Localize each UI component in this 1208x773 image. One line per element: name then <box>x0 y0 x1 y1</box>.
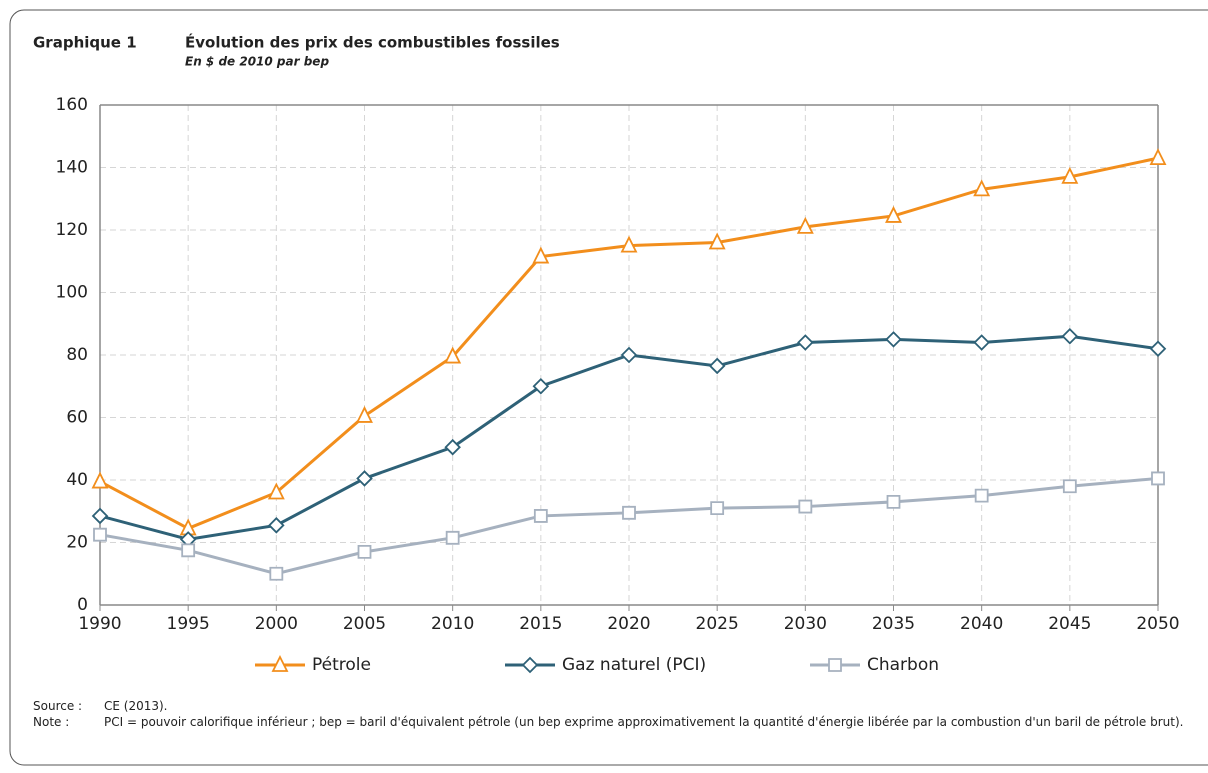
marker <box>1062 479 1077 494</box>
marker <box>885 205 902 223</box>
marker <box>445 530 460 545</box>
x-tick-label: 1990 <box>78 614 121 634</box>
y-tick-label: 40 <box>66 470 88 490</box>
legend-label: Pétrole <box>312 655 371 675</box>
marker <box>181 543 196 558</box>
marker <box>798 499 813 514</box>
chart-label: Graphique 1 <box>33 34 137 52</box>
marker <box>886 494 901 509</box>
marker <box>885 331 902 348</box>
x-tick-label: 2030 <box>784 614 827 634</box>
x-tick-label: 2010 <box>431 614 474 634</box>
legend-marker <box>271 654 289 672</box>
marker <box>796 216 814 234</box>
y-tick-label: 120 <box>56 220 88 240</box>
x-tick-label: 2025 <box>696 614 739 634</box>
legend-marker <box>828 658 842 672</box>
marker <box>532 246 550 264</box>
marker <box>974 488 989 503</box>
marker <box>357 544 372 559</box>
x-tick-label: 2020 <box>607 614 650 634</box>
marker <box>710 501 725 516</box>
marker <box>1149 148 1167 166</box>
note-label: Note : <box>33 715 70 729</box>
y-tick-label: 20 <box>66 533 88 553</box>
y-tick-label: 80 <box>66 345 88 365</box>
marker <box>973 334 990 351</box>
marker <box>532 377 550 395</box>
marker <box>444 438 461 456</box>
source: CE (2013). <box>104 699 168 713</box>
x-tick-label: 2040 <box>960 614 1003 634</box>
marker <box>620 235 638 253</box>
source-label: Source : <box>33 699 83 713</box>
x-tick-label: 2045 <box>1048 614 1091 634</box>
series-line <box>99 156 1159 531</box>
y-tick-label: 60 <box>66 408 88 428</box>
chart-title: Évolution des prix des combustibles foss… <box>185 33 560 52</box>
marker <box>1151 471 1165 486</box>
x-tick-label: 2005 <box>343 614 386 634</box>
marker <box>91 507 109 525</box>
marker <box>91 471 109 489</box>
legend-label: Charbon <box>867 655 939 675</box>
marker <box>267 482 285 500</box>
x-tick-label: 2035 <box>872 614 915 634</box>
marker <box>622 505 636 520</box>
marker <box>708 232 726 250</box>
marker <box>356 470 373 487</box>
marker <box>620 346 638 364</box>
legend-marker <box>521 656 539 674</box>
marker <box>269 566 284 581</box>
marker <box>708 357 726 375</box>
legend-label: Gaz naturel (PCI) <box>562 655 706 675</box>
marker <box>444 346 462 364</box>
marker <box>1061 327 1079 345</box>
marker <box>1061 166 1079 184</box>
marker <box>1149 340 1167 358</box>
note: PCI = pouvoir calorifique inférieur ; be… <box>104 715 1184 729</box>
marker <box>356 405 373 423</box>
x-tick-label: 2050 <box>1136 614 1179 634</box>
y-tick-label: 100 <box>56 283 88 303</box>
marker <box>973 179 991 197</box>
marker <box>268 517 285 534</box>
chart-subtitle: En $ de 2010 par bep <box>185 55 329 69</box>
y-tick-label: 140 <box>56 158 88 178</box>
x-tick-label: 2015 <box>519 614 562 634</box>
marker <box>93 527 107 542</box>
marker <box>533 509 548 523</box>
y-tick-label: 160 <box>56 95 88 115</box>
y-tick-label: 0 <box>77 595 88 615</box>
x-tick-label: 2000 <box>255 614 298 634</box>
x-tick-label: 1995 <box>167 614 210 634</box>
frame <box>9 9 1208 766</box>
marker <box>797 334 814 351</box>
